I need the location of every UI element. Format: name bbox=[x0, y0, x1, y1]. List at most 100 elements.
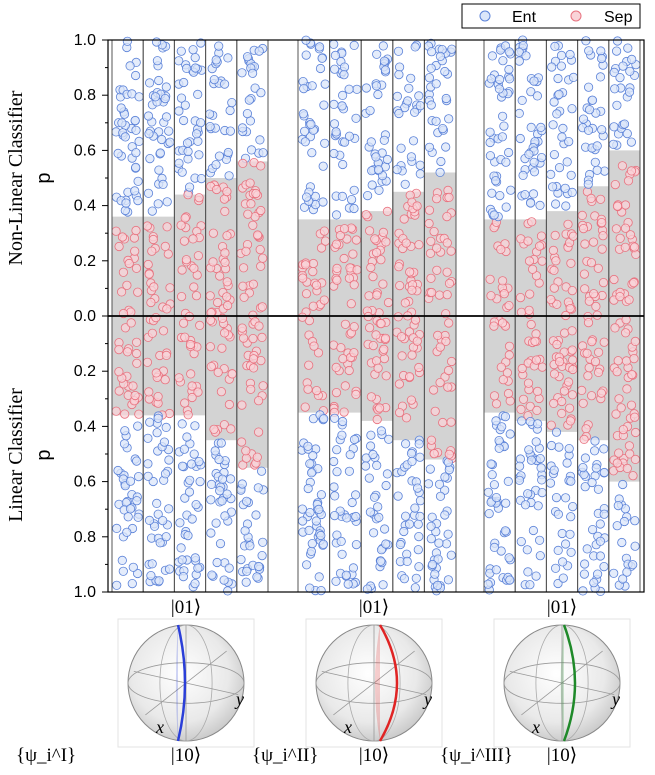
sep-point bbox=[431, 194, 442, 204]
ent-point bbox=[524, 445, 534, 455]
sep-point bbox=[338, 354, 348, 364]
ent-point bbox=[329, 64, 340, 74]
ent-point bbox=[434, 538, 444, 548]
sep-point bbox=[371, 248, 382, 258]
ent-point bbox=[306, 119, 316, 129]
sep-point bbox=[532, 386, 543, 396]
sep-point bbox=[414, 240, 424, 250]
sep-point bbox=[505, 396, 515, 406]
sep-point bbox=[254, 321, 264, 331]
ent-point bbox=[380, 65, 391, 75]
sep-point bbox=[443, 382, 453, 392]
ent-point bbox=[486, 74, 496, 84]
ent-point bbox=[227, 98, 237, 108]
ent-point bbox=[190, 553, 200, 563]
ent-point bbox=[258, 148, 268, 158]
sep-point bbox=[180, 398, 190, 408]
ent-point bbox=[550, 199, 561, 209]
sep-point bbox=[223, 300, 233, 311]
sep-point bbox=[163, 249, 173, 259]
sep-point bbox=[446, 417, 456, 427]
sep-point bbox=[611, 409, 621, 419]
ent-point bbox=[223, 53, 233, 63]
ent-point bbox=[123, 512, 133, 522]
sep-point bbox=[430, 406, 440, 416]
ent-point bbox=[133, 512, 143, 522]
ent-point bbox=[133, 176, 143, 186]
ent-point bbox=[402, 556, 412, 567]
sep-point bbox=[546, 294, 556, 305]
state-curve bbox=[562, 624, 577, 742]
bloch-sphere: xy bbox=[305, 618, 443, 748]
ent-point bbox=[339, 62, 350, 72]
ent-point bbox=[393, 491, 403, 501]
ent-point bbox=[215, 538, 226, 549]
sep-point bbox=[378, 279, 388, 289]
ent-point bbox=[304, 525, 314, 536]
y-tick-label: 0.2 bbox=[74, 363, 96, 380]
ent-point bbox=[525, 198, 536, 208]
sep-point bbox=[308, 258, 318, 269]
sep-point bbox=[131, 263, 142, 273]
sep-point bbox=[339, 407, 349, 417]
sphere-x-label: x bbox=[155, 717, 164, 737]
sep-point bbox=[617, 161, 628, 171]
ent-point bbox=[558, 573, 568, 583]
sep-point bbox=[316, 243, 327, 253]
ent-point bbox=[368, 528, 379, 538]
sep-point bbox=[618, 424, 628, 435]
ent-point bbox=[339, 137, 350, 147]
sep-point bbox=[308, 301, 318, 311]
sep-point bbox=[504, 350, 514, 360]
ent-point bbox=[414, 562, 424, 572]
ent-point bbox=[154, 165, 164, 175]
ent-point bbox=[196, 38, 206, 48]
sep-point bbox=[248, 333, 258, 344]
sep-point bbox=[148, 234, 158, 245]
ent-point bbox=[528, 189, 539, 199]
ent-point bbox=[193, 563, 203, 573]
ent-point bbox=[342, 513, 352, 523]
sep-point bbox=[549, 398, 559, 408]
sep-point bbox=[319, 295, 329, 305]
ent-point bbox=[536, 153, 547, 163]
ent-point bbox=[446, 550, 456, 560]
ent-point bbox=[143, 459, 153, 469]
ent-point bbox=[347, 497, 357, 508]
ent-point bbox=[113, 465, 123, 476]
ent-point bbox=[131, 125, 141, 135]
ent-point bbox=[116, 103, 126, 113]
sep-point bbox=[515, 292, 526, 303]
ent-point bbox=[223, 147, 233, 158]
sep-point bbox=[237, 323, 247, 333]
ent-point bbox=[349, 185, 359, 195]
sep-point bbox=[331, 362, 341, 372]
ent-point bbox=[185, 475, 195, 485]
ent-point bbox=[590, 157, 600, 167]
sep-point bbox=[630, 427, 641, 438]
ent-point bbox=[112, 523, 122, 534]
sep-point bbox=[496, 362, 506, 372]
ent-point bbox=[152, 56, 162, 66]
ent-point bbox=[485, 137, 495, 148]
ent-point bbox=[485, 151, 495, 161]
panel2-top-ket: |01⟩ bbox=[359, 597, 389, 618]
ent-point bbox=[494, 84, 504, 94]
ent-point bbox=[406, 152, 416, 162]
sep-point bbox=[557, 396, 567, 407]
ent-point bbox=[514, 108, 524, 119]
sep-point bbox=[568, 364, 578, 375]
sep-point bbox=[444, 278, 455, 288]
sep-point bbox=[396, 332, 407, 342]
panel3-top-ket: |01⟩ bbox=[547, 597, 577, 618]
ent-point bbox=[154, 75, 164, 86]
ent-point bbox=[258, 537, 268, 547]
ent-point bbox=[122, 36, 133, 46]
ent-point bbox=[381, 480, 391, 491]
ent-point bbox=[186, 459, 197, 469]
sep-point bbox=[114, 241, 124, 252]
sep-point bbox=[434, 290, 445, 300]
legend-sep-marker bbox=[570, 10, 582, 22]
ent-point bbox=[503, 147, 514, 158]
ent-point bbox=[395, 539, 405, 550]
